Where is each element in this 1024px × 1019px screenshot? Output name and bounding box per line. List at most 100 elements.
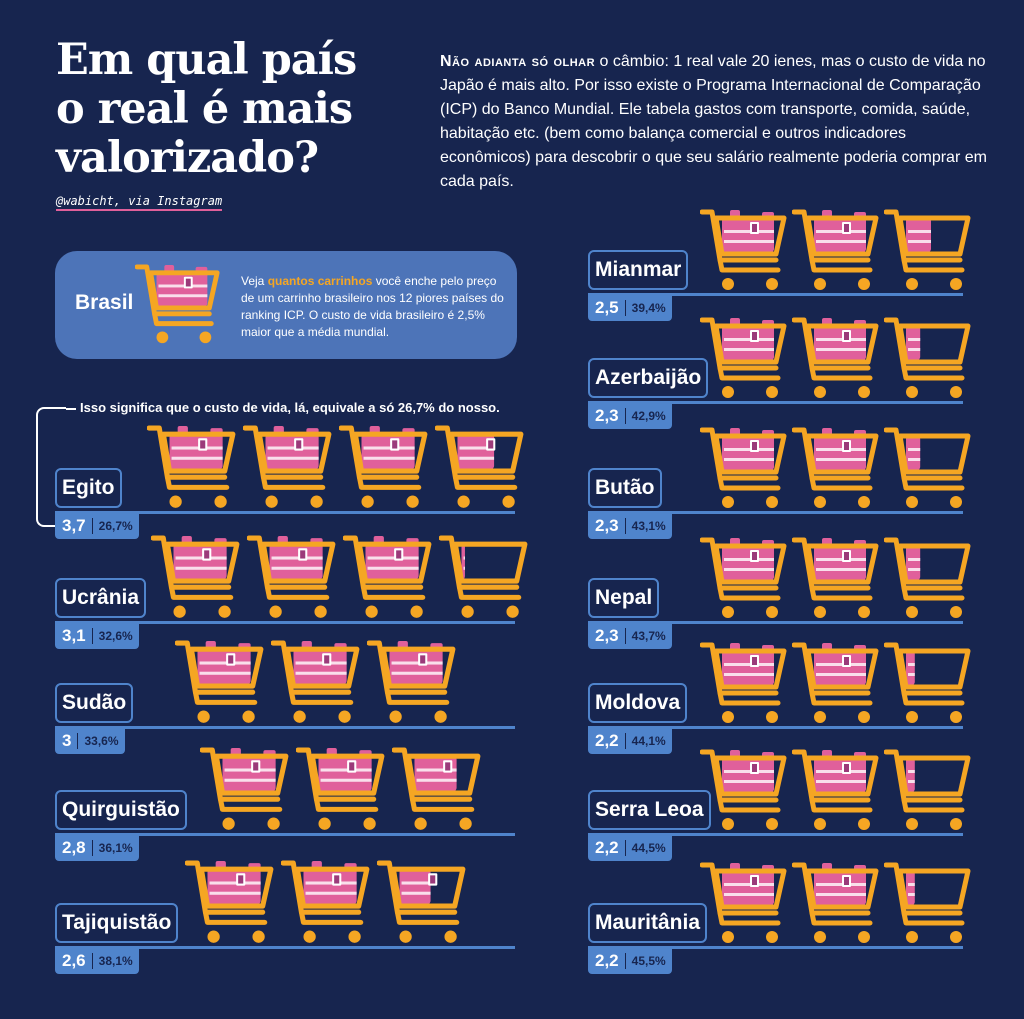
stat-separator bbox=[624, 300, 626, 316]
shopping-cart-icon bbox=[338, 424, 431, 521]
shopping-cart-icon bbox=[699, 208, 790, 303]
country-stats: 2,2 45,5% bbox=[588, 948, 672, 974]
page-title: Em qual país o real é mais valorizado? bbox=[56, 35, 357, 183]
egito-note: Isso significa que o custo de vida, lá, … bbox=[80, 400, 500, 415]
intro-paragraph: Não adianta só olhar o câmbio: 1 real va… bbox=[440, 50, 1000, 194]
country-name: Ucrânia bbox=[55, 578, 147, 618]
country-stats: 2,2 44,1% bbox=[588, 728, 672, 754]
shopping-cart-icon bbox=[376, 859, 469, 956]
country-name: Moldova bbox=[588, 683, 688, 723]
country-percent: 42,9% bbox=[631, 409, 666, 423]
country-value: 2,3 bbox=[595, 406, 619, 425]
shopping-cart-icon bbox=[791, 316, 882, 411]
country-value: 2,3 bbox=[595, 626, 619, 645]
stat-separator bbox=[91, 953, 93, 969]
shopping-cart-icon bbox=[199, 746, 292, 843]
country-name: Tajiquistão bbox=[55, 903, 179, 943]
country-percent: 39,4% bbox=[631, 301, 666, 315]
country-value: 2,8 bbox=[62, 838, 86, 857]
shopping-cart-icon bbox=[366, 639, 459, 736]
shopping-cart-icon bbox=[699, 316, 790, 411]
country-stats: 3,7 26,7% bbox=[55, 513, 139, 539]
shopping-cart-icon bbox=[883, 208, 974, 303]
shopping-cart-icon bbox=[342, 534, 435, 631]
baseline bbox=[55, 621, 515, 624]
brasil-label: Brasil bbox=[75, 291, 134, 314]
baseline bbox=[588, 401, 963, 404]
baseline bbox=[588, 946, 963, 949]
shopping-cart-icon bbox=[184, 859, 277, 956]
country-name: Sudão bbox=[55, 683, 134, 723]
shopping-cart-icon bbox=[791, 748, 882, 843]
country-percent: 33,6% bbox=[84, 734, 119, 748]
shopping-cart-icon bbox=[246, 534, 339, 631]
shopping-cart-icon bbox=[150, 534, 243, 631]
country-stats: 2,3 43,1% bbox=[588, 513, 672, 539]
country-percent: 26,7% bbox=[98, 519, 133, 533]
country-value: 3 bbox=[62, 731, 72, 750]
country-percent: 44,5% bbox=[631, 841, 666, 855]
shopping-cart-icon bbox=[391, 746, 484, 843]
shopping-cart-icon bbox=[883, 641, 974, 736]
intro-lead: Não adianta só olhar bbox=[440, 53, 596, 70]
shopping-cart-icon bbox=[295, 746, 388, 843]
country-value: 2,2 bbox=[595, 731, 619, 750]
shopping-cart-icon bbox=[883, 861, 974, 956]
shopping-cart-icon bbox=[791, 641, 882, 736]
country-value: 3,1 bbox=[62, 626, 86, 645]
brasil-highlight: quantos carrinhos bbox=[267, 274, 373, 288]
shopping-cart-icon bbox=[791, 536, 882, 631]
country-percent: 36,1% bbox=[98, 841, 133, 855]
shopping-cart-icon bbox=[883, 316, 974, 411]
country-stats: 2,8 36,1% bbox=[55, 835, 139, 861]
country-stats: 2,2 44,5% bbox=[588, 835, 672, 861]
shopping-cart-icon bbox=[791, 208, 882, 303]
country-stats: 3,1 32,6% bbox=[55, 623, 139, 649]
shopping-cart-icon bbox=[699, 748, 790, 843]
country-percent: 44,1% bbox=[631, 734, 666, 748]
shopping-cart-icon bbox=[791, 861, 882, 956]
shopping-cart-icon bbox=[883, 536, 974, 631]
country-percent: 43,1% bbox=[631, 519, 666, 533]
country-name: Azerbaijão bbox=[588, 358, 709, 398]
shopping-cart-icon bbox=[134, 264, 220, 344]
shopping-cart-icon bbox=[146, 424, 239, 521]
country-name: Serra Leoa bbox=[588, 790, 711, 830]
country-value: 2,2 bbox=[595, 951, 619, 970]
note-bracket bbox=[36, 407, 66, 527]
baseline bbox=[588, 726, 963, 729]
shopping-cart-icon bbox=[883, 748, 974, 843]
stat-separator bbox=[624, 518, 626, 534]
country-percent: 45,5% bbox=[631, 954, 666, 968]
country-value: 2,3 bbox=[595, 516, 619, 535]
country-stats: 2,5 39,4% bbox=[588, 295, 672, 321]
stat-separator bbox=[91, 628, 93, 644]
stat-separator bbox=[624, 733, 626, 749]
stat-separator bbox=[624, 628, 626, 644]
baseline bbox=[588, 511, 963, 514]
brasil-cart-slot bbox=[134, 263, 223, 356]
country-name: Mianmar bbox=[588, 250, 689, 290]
shopping-cart-icon bbox=[438, 534, 531, 631]
brasil-panel: Brasil Veja quantos carrinhos você enche… bbox=[55, 251, 517, 359]
stat-separator bbox=[624, 953, 626, 969]
stat-separator bbox=[77, 733, 79, 749]
country-stats: 2,3 42,9% bbox=[588, 403, 672, 429]
baseline bbox=[55, 726, 515, 729]
country-percent: 32,6% bbox=[98, 629, 133, 643]
country-name: Butão bbox=[588, 468, 662, 508]
baseline bbox=[588, 293, 963, 296]
country-value: 2,5 bbox=[595, 298, 619, 317]
shopping-cart-icon bbox=[883, 426, 974, 521]
country-stats: 2,6 38,1% bbox=[55, 948, 139, 974]
country-name: Nepal bbox=[588, 578, 660, 618]
country-stats: 3 33,6% bbox=[55, 728, 125, 754]
country-name: Mauritânia bbox=[588, 903, 708, 943]
shopping-cart-icon bbox=[434, 424, 527, 521]
country-name: Quirguistão bbox=[55, 790, 187, 830]
shopping-cart-icon bbox=[242, 424, 335, 521]
stat-separator bbox=[91, 518, 93, 534]
baseline bbox=[588, 621, 963, 624]
note-dash bbox=[66, 408, 76, 410]
baseline bbox=[55, 511, 515, 514]
